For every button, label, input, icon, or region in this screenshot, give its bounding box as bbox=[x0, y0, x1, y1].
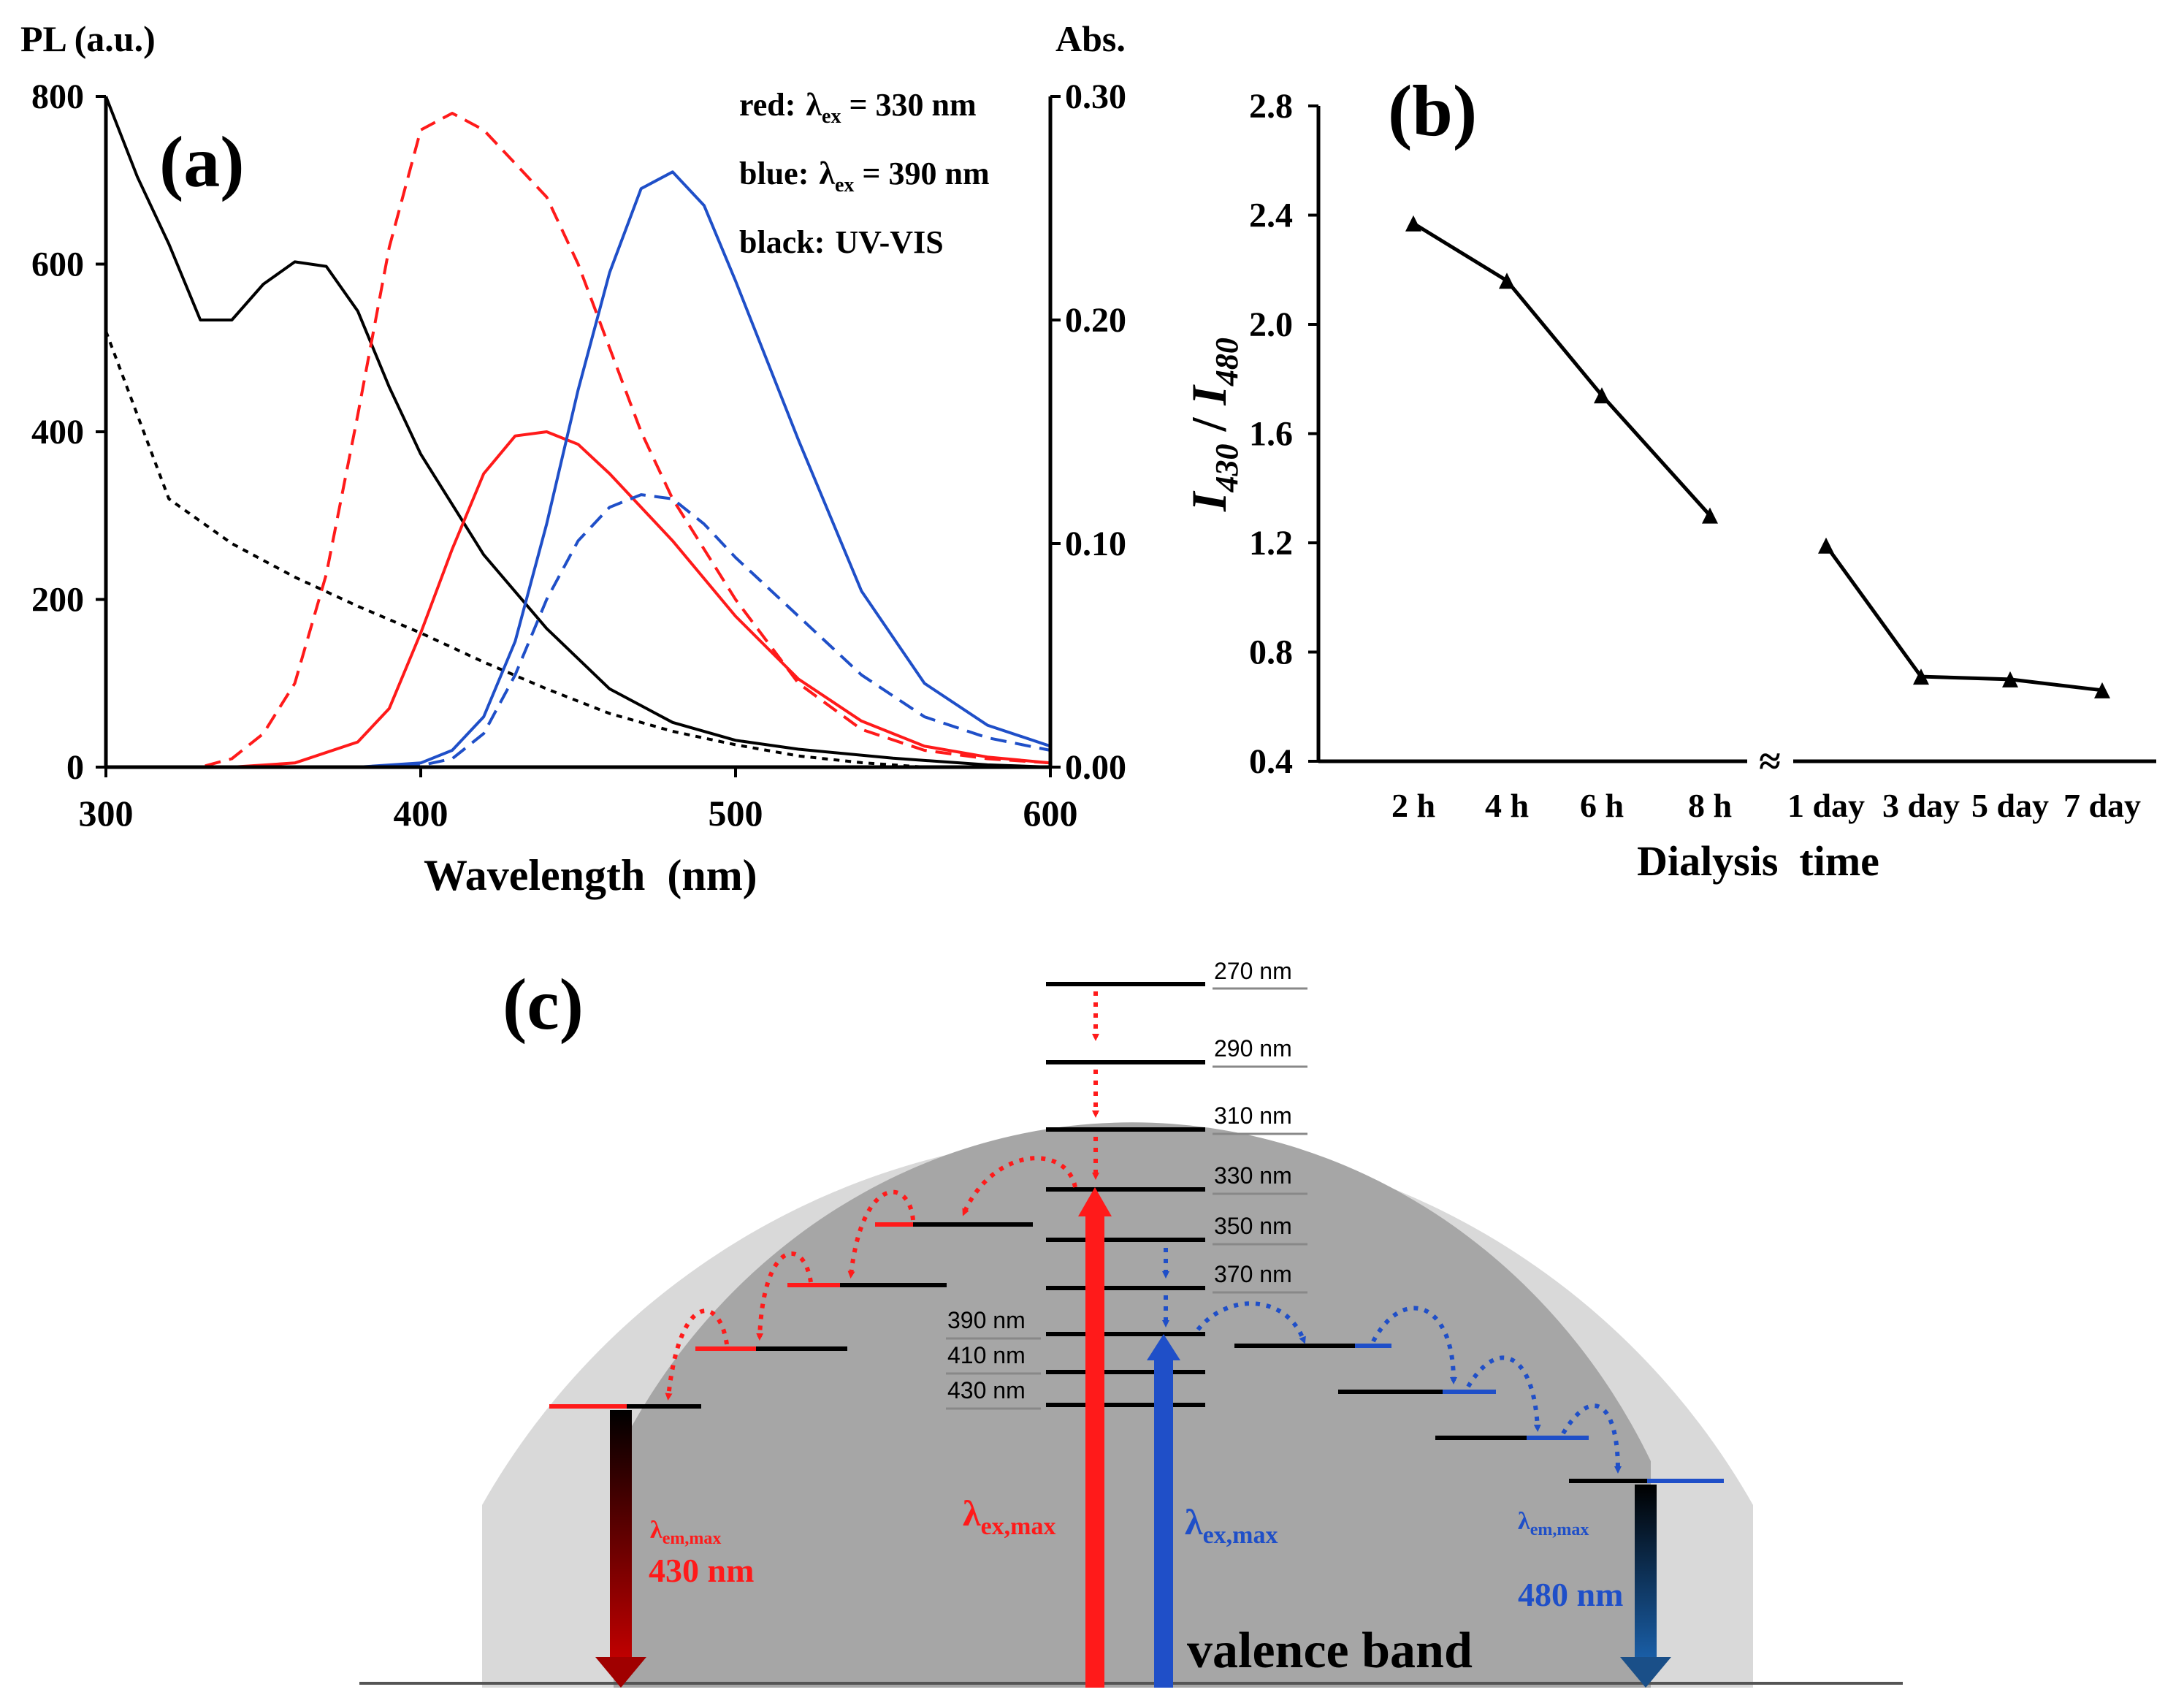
y-tick-label: 0.8 bbox=[1249, 633, 1293, 672]
y-tick-label: 2.4 bbox=[1249, 197, 1293, 235]
y-tick-label: 0.4 bbox=[1249, 742, 1293, 781]
blue-relaxation-levels bbox=[1234, 1344, 1724, 1483]
legend-red-entry: red: λex = 330 nm bbox=[739, 87, 977, 128]
x-category-label: 1 day bbox=[1787, 787, 1865, 824]
blue-em-label: λem,max bbox=[1518, 1508, 1589, 1539]
data-point-marker bbox=[1818, 537, 1834, 554]
data-point-marker bbox=[2094, 682, 2110, 698]
data-point-marker bbox=[1594, 387, 1610, 404]
excitation-arrows bbox=[1078, 1187, 1180, 1688]
series-line-red-solid bbox=[106, 430, 1051, 769]
x-tick-label: 400 bbox=[394, 793, 448, 834]
series-line-blue-solid bbox=[106, 170, 1051, 769]
emission-arrows bbox=[595, 1410, 1671, 1688]
panel-b-data bbox=[1405, 215, 2110, 698]
red-emission-arrow bbox=[610, 1410, 632, 1658]
red-relaxation-levels bbox=[549, 1222, 1033, 1409]
series-line-black-dashed bbox=[104, 330, 1050, 769]
panel-b: ≈ 0.4 0.8 1.2 1.6 2.0 2.4 2.8 2 h 4 h 6 h 8 h 1 day… bbox=[1181, 70, 2156, 885]
series-line-red-dashed bbox=[106, 112, 1051, 769]
level-label-410: 410 nm bbox=[947, 1342, 1026, 1368]
level-label-underlines bbox=[946, 987, 1307, 1410]
red-em-label: λem,max bbox=[650, 1517, 721, 1548]
y-tick-label: 2.0 bbox=[1249, 305, 1293, 344]
panel-b-ticks: 0.4 0.8 1.2 1.6 2.0 2.4 2.8 2 h 4 h 6 h 8 h 1 day 3 … bbox=[1249, 87, 2141, 824]
series-line bbox=[1412, 221, 1711, 517]
panel-a-legend: red: λex = 330 nm blue: λex = 390 nm black… bbox=[739, 87, 990, 260]
blue-excitation-arrow bbox=[1154, 1357, 1173, 1688]
level-labels: 270 nm 290 nm 310 nm 330 nm 350 nm 370 n… bbox=[947, 958, 1292, 1403]
series-line bbox=[1824, 544, 2103, 693]
level-label-430: 430 nm bbox=[947, 1377, 1026, 1403]
axis-break-mark: ≈ bbox=[1759, 739, 1781, 783]
level-label-310: 310 nm bbox=[1214, 1102, 1292, 1129]
level-label-270: 270 nm bbox=[1214, 958, 1292, 984]
x-category-label: 7 day bbox=[2063, 787, 2141, 824]
panel-b-x-label: Dialysis time bbox=[1637, 837, 1879, 885]
y-tick-label: 2.8 bbox=[1249, 87, 1293, 126]
data-point-marker bbox=[1702, 507, 1718, 524]
data-point-marker bbox=[1913, 668, 1929, 685]
data-point-marker bbox=[1405, 215, 1421, 232]
y-left-tick-label: 200 bbox=[31, 581, 84, 620]
panel-a-x-label: Wavelength (nm) bbox=[424, 851, 757, 899]
y-right-tick-label: 0.10 bbox=[1065, 525, 1126, 563]
red-excitation-arrow bbox=[1085, 1213, 1104, 1688]
x-tick-label: 500 bbox=[709, 793, 763, 834]
blue-dotted-arrows bbox=[1162, 1248, 1622, 1474]
y-left-tick-label: 600 bbox=[31, 245, 84, 284]
panel-a-ticks: 300 400 500 600 0 200 400 600 800 0.00 0.10 0.20 0.3… bbox=[31, 77, 1126, 834]
panel-a-curves bbox=[104, 96, 1051, 769]
blue-ex-label: λex,max bbox=[1185, 1501, 1278, 1549]
energy-levels bbox=[1046, 982, 1205, 1407]
panel-b-label: (b) bbox=[1388, 70, 1477, 151]
legend-blue-entry: blue: λex = 390 nm bbox=[739, 156, 990, 197]
x-category-label: 6 h bbox=[1580, 787, 1624, 824]
series-line-blue-dashed bbox=[106, 493, 1051, 769]
panel-b-y-label: I430 / I480 bbox=[1181, 338, 1245, 512]
level-label-350: 350 nm bbox=[1214, 1213, 1292, 1239]
series-line-uv-vis-black-solid- bbox=[104, 96, 1051, 769]
red-em-value: 430 nm bbox=[649, 1552, 754, 1589]
level-label-370: 370 nm bbox=[1214, 1261, 1292, 1287]
panel-c-label: (c) bbox=[503, 964, 584, 1045]
y-left-tick-label: 400 bbox=[31, 413, 84, 452]
y-left-tick-label: 800 bbox=[31, 77, 84, 116]
blue-em-value: 480 nm bbox=[1518, 1576, 1623, 1613]
y-right-tick-label: 0.20 bbox=[1065, 301, 1126, 340]
panel-a: 300 400 500 600 0 200 400 600 800 0.00 0.10 0.20 0.3… bbox=[20, 18, 1126, 899]
x-category-label: 4 h bbox=[1485, 787, 1529, 824]
x-tick-label: 600 bbox=[1023, 793, 1078, 834]
data-point-marker bbox=[1499, 273, 1515, 289]
panel-a-y-right-label: Abs. bbox=[1055, 18, 1126, 59]
panel-c: (c) 270 nm 290 nm 310 nm bbox=[359, 958, 1903, 1688]
panel-a-y-left-label: PL (a.u.) bbox=[20, 18, 156, 59]
panel-a-label: (a) bbox=[159, 121, 245, 202]
x-category-label: 5 day bbox=[1971, 787, 2049, 824]
x-category-label: 2 h bbox=[1391, 787, 1435, 824]
red-dotted-arrows bbox=[665, 991, 1099, 1401]
red-ex-label: λex,max bbox=[963, 1493, 1055, 1540]
level-label-390: 390 nm bbox=[947, 1307, 1026, 1333]
level-label-330: 330 nm bbox=[1214, 1162, 1292, 1189]
valence-band-label: valence band bbox=[1187, 1623, 1473, 1679]
x-category-label: 3 day bbox=[1882, 787, 1960, 824]
x-category-label: 8 h bbox=[1688, 787, 1732, 824]
y-tick-label: 1.6 bbox=[1249, 415, 1293, 454]
y-left-tick-label: 0 bbox=[66, 748, 84, 787]
level-label-290: 290 nm bbox=[1214, 1035, 1292, 1062]
y-tick-label: 1.2 bbox=[1249, 524, 1293, 563]
y-right-tick-label: 0.00 bbox=[1065, 748, 1126, 787]
data-point-marker bbox=[2002, 671, 2018, 687]
y-right-tick-label: 0.30 bbox=[1065, 77, 1126, 116]
x-tick-label: 300 bbox=[79, 793, 134, 834]
blue-emission-arrow bbox=[1635, 1485, 1657, 1660]
legend-black-entry: black: UV-VIS bbox=[739, 224, 944, 260]
